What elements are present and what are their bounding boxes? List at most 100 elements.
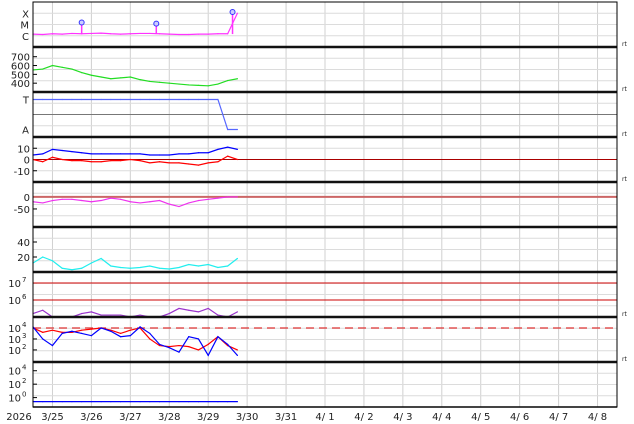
sector-point [81, 98, 83, 101]
protons-point [197, 349, 200, 351]
index-point [217, 266, 219, 269]
protons-point [139, 326, 141, 328]
sector-point [207, 98, 209, 101]
electrons-point [120, 314, 122, 316]
neutrons-point [42, 401, 44, 403]
sector-point [217, 98, 219, 101]
index-point [81, 267, 83, 269]
y-category-label: T [22, 96, 30, 107]
protons-point [71, 331, 73, 333]
dst-point [90, 201, 92, 203]
y-tick-label: -50 [14, 205, 30, 216]
sector-point [51, 98, 54, 101]
sector-point [188, 98, 190, 101]
x-tick-label: 4/ 3 [393, 412, 412, 423]
dst-series-0 [32, 196, 238, 208]
dst-point [100, 199, 102, 202]
neutrons-point [227, 401, 229, 403]
sector-point [236, 128, 238, 131]
xray-point [217, 33, 219, 35]
neutrons-point [217, 401, 219, 403]
xray-point [51, 33, 54, 35]
bfield-point [188, 153, 190, 155]
bfield-point [81, 160, 83, 162]
xray-point [110, 33, 112, 35]
y-tick-label: 10 [8, 346, 21, 357]
bfield-point [178, 153, 180, 155]
bfield-point [197, 152, 200, 154]
protons-point [51, 329, 54, 331]
x-tick-label: 4/ 8 [588, 412, 607, 423]
bfield-point [71, 160, 73, 162]
protons-point [110, 329, 112, 331]
dst-point [217, 197, 219, 199]
electrons-series-0 [32, 307, 238, 318]
year-label: 2026 [6, 412, 31, 423]
dst-point [139, 202, 141, 204]
protons-point [42, 331, 44, 333]
y-tick-label: 0 [24, 193, 30, 204]
xray-point [158, 33, 161, 35]
y-category-label: X [22, 9, 29, 20]
sector-point [139, 98, 141, 101]
xray-point [227, 33, 229, 35]
protons-point [61, 331, 63, 333]
index-point [61, 267, 63, 269]
x-tick-label: 4/ 4 [432, 412, 451, 423]
bfield-point [61, 158, 63, 161]
xray-point [120, 33, 122, 35]
protons-point [61, 332, 63, 335]
xray-series-0 [32, 12, 238, 36]
electrons-point [168, 312, 170, 315]
protons-point [217, 336, 219, 338]
speed-point [178, 83, 180, 85]
speed-point [207, 85, 209, 87]
xray-point [197, 33, 200, 35]
sector-point [110, 98, 112, 101]
flare-marker [78, 19, 85, 26]
y-category-label: M [20, 21, 29, 32]
sector-point [42, 98, 44, 101]
protons-point [120, 332, 122, 335]
electrons-point [139, 314, 141, 316]
y-tick-exponent: 0 [22, 391, 26, 399]
bfield-point [110, 153, 112, 155]
y-tick-label: 10 [8, 335, 21, 346]
realtime-label: rt [622, 176, 627, 183]
y-tick-label: 20 [17, 253, 30, 264]
protons-point [178, 344, 180, 347]
realtime-label: rt [622, 311, 627, 318]
neutrons-point [90, 401, 92, 403]
electrons-point [110, 314, 112, 316]
index-point [207, 263, 209, 266]
x-tick-label: 3/28 [158, 412, 180, 423]
xray-point [236, 12, 238, 14]
y-tick-label: 400 [11, 79, 30, 90]
realtime-label: rt [622, 86, 627, 93]
electrons-point [197, 311, 200, 313]
bfield-point [236, 158, 238, 161]
y-tick-label: 10 [8, 380, 21, 391]
dst-point [61, 198, 63, 200]
x-tick-label: 3/29 [197, 412, 219, 423]
xray-point [178, 33, 180, 36]
dst-point [129, 201, 131, 203]
bfield-point [120, 160, 122, 162]
speed-point [81, 71, 83, 74]
bfield-point [42, 161, 44, 163]
protons-point [42, 338, 44, 340]
bfield-point [236, 148, 238, 150]
protons-point [227, 343, 229, 345]
electrons-point [42, 309, 44, 311]
bfield-point [149, 162, 151, 164]
speed-series-0 [32, 64, 238, 87]
neutrons-point [120, 401, 122, 403]
neutrons-point [129, 401, 131, 403]
x-tick-label: 4/ 7 [549, 412, 568, 423]
sector-point [168, 98, 170, 101]
bfield-point [100, 161, 102, 163]
xray-point [168, 33, 170, 35]
speed-point [100, 76, 102, 78]
neutrons-point [149, 401, 151, 403]
